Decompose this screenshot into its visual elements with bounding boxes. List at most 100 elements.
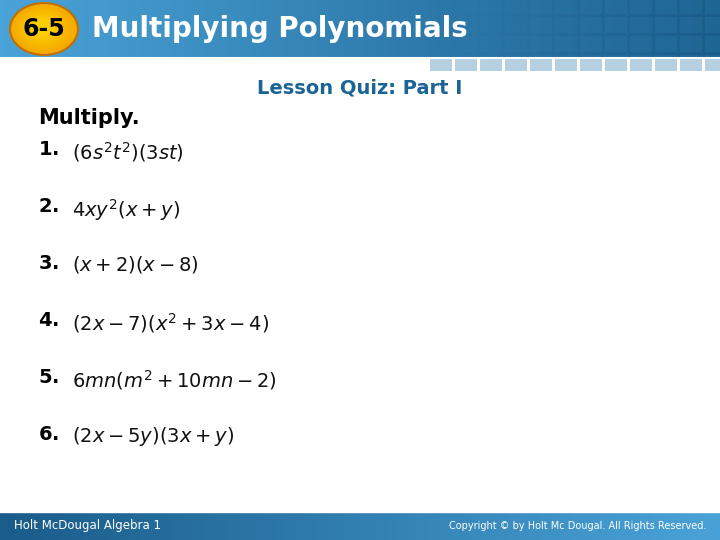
Bar [36, 512, 40, 540]
Bar [680, 17, 702, 33]
Bar [439, 512, 443, 540]
Bar [227, 512, 230, 540]
Bar [292, 512, 295, 540]
Bar [65, 0, 68, 58]
Bar [0, 512, 4, 540]
Bar [389, 512, 392, 540]
Bar [216, 0, 220, 58]
Bar [400, 0, 403, 58]
Bar [605, 512, 608, 540]
Ellipse shape [12, 4, 76, 53]
Bar [605, 0, 627, 14]
Bar [490, 512, 493, 540]
Bar [425, 0, 428, 58]
Bar [518, 512, 522, 540]
Bar [432, 0, 436, 58]
Bar [169, 0, 173, 58]
Bar [526, 0, 529, 58]
Bar [544, 0, 547, 58]
Text: $\mathbf{4.}$: $\mathbf{4.}$ [38, 311, 59, 330]
Bar [616, 0, 619, 58]
Bar [335, 0, 338, 58]
Bar [245, 512, 248, 540]
Bar [587, 512, 590, 540]
Bar [130, 512, 133, 540]
Bar [176, 512, 180, 540]
Bar [666, 512, 670, 540]
Bar [713, 512, 716, 540]
Bar [155, 512, 158, 540]
Bar [86, 0, 90, 58]
Bar [349, 512, 353, 540]
Bar [202, 0, 205, 58]
Bar [698, 0, 702, 58]
Bar [133, 0, 137, 58]
Bar [364, 512, 367, 540]
Bar [652, 0, 655, 58]
Bar [288, 512, 292, 540]
Bar [299, 0, 302, 58]
Bar [443, 0, 446, 58]
Bar [716, 512, 720, 540]
Bar [554, 512, 558, 540]
Bar [540, 0, 544, 58]
Bar [223, 512, 227, 540]
Bar [234, 512, 238, 540]
Bar [583, 0, 587, 58]
Bar [18, 0, 22, 58]
Bar [403, 512, 407, 540]
Bar [198, 0, 202, 58]
Bar [40, 0, 43, 58]
Bar [626, 512, 630, 540]
Bar [594, 512, 598, 540]
Bar [220, 512, 223, 540]
Bar [634, 512, 637, 540]
Text: $(x + 2)(x - 8)$: $(x + 2)(x - 8)$ [72, 254, 199, 275]
Bar [266, 0, 270, 58]
Bar [493, 512, 497, 540]
Bar [331, 512, 335, 540]
Bar [407, 0, 410, 58]
Ellipse shape [25, 15, 59, 40]
Bar [430, 55, 452, 71]
Bar [194, 512, 198, 540]
Bar [302, 0, 306, 58]
Ellipse shape [22, 12, 63, 44]
Bar [266, 512, 270, 540]
Bar [392, 512, 396, 540]
Bar [480, 0, 502, 14]
Bar [529, 512, 533, 540]
Bar [555, 0, 577, 14]
Bar [644, 0, 648, 58]
Bar [705, 55, 720, 71]
Bar [248, 512, 252, 540]
Bar [530, 36, 552, 52]
Bar [612, 0, 616, 58]
Text: $6mn(m^2 + 10mn - 2)$: $6mn(m^2 + 10mn - 2)$ [72, 368, 277, 392]
Bar [637, 512, 641, 540]
Bar [144, 512, 148, 540]
Ellipse shape [10, 3, 78, 55]
Bar [630, 55, 652, 71]
Bar [705, 36, 720, 52]
Bar [551, 512, 554, 540]
Bar [623, 0, 626, 58]
Bar [187, 512, 191, 540]
Bar [126, 512, 130, 540]
Bar [605, 17, 627, 33]
Bar [698, 512, 702, 540]
Bar [688, 512, 691, 540]
Bar [659, 0, 662, 58]
Bar [684, 512, 688, 540]
Bar [151, 512, 155, 540]
Bar [455, 0, 477, 14]
Bar [97, 512, 101, 540]
Bar [367, 512, 371, 540]
Bar [508, 512, 511, 540]
Bar [461, 0, 464, 58]
Bar [263, 512, 266, 540]
Bar [101, 0, 104, 58]
Bar [472, 0, 475, 58]
Bar [320, 512, 324, 540]
Bar [205, 0, 209, 58]
